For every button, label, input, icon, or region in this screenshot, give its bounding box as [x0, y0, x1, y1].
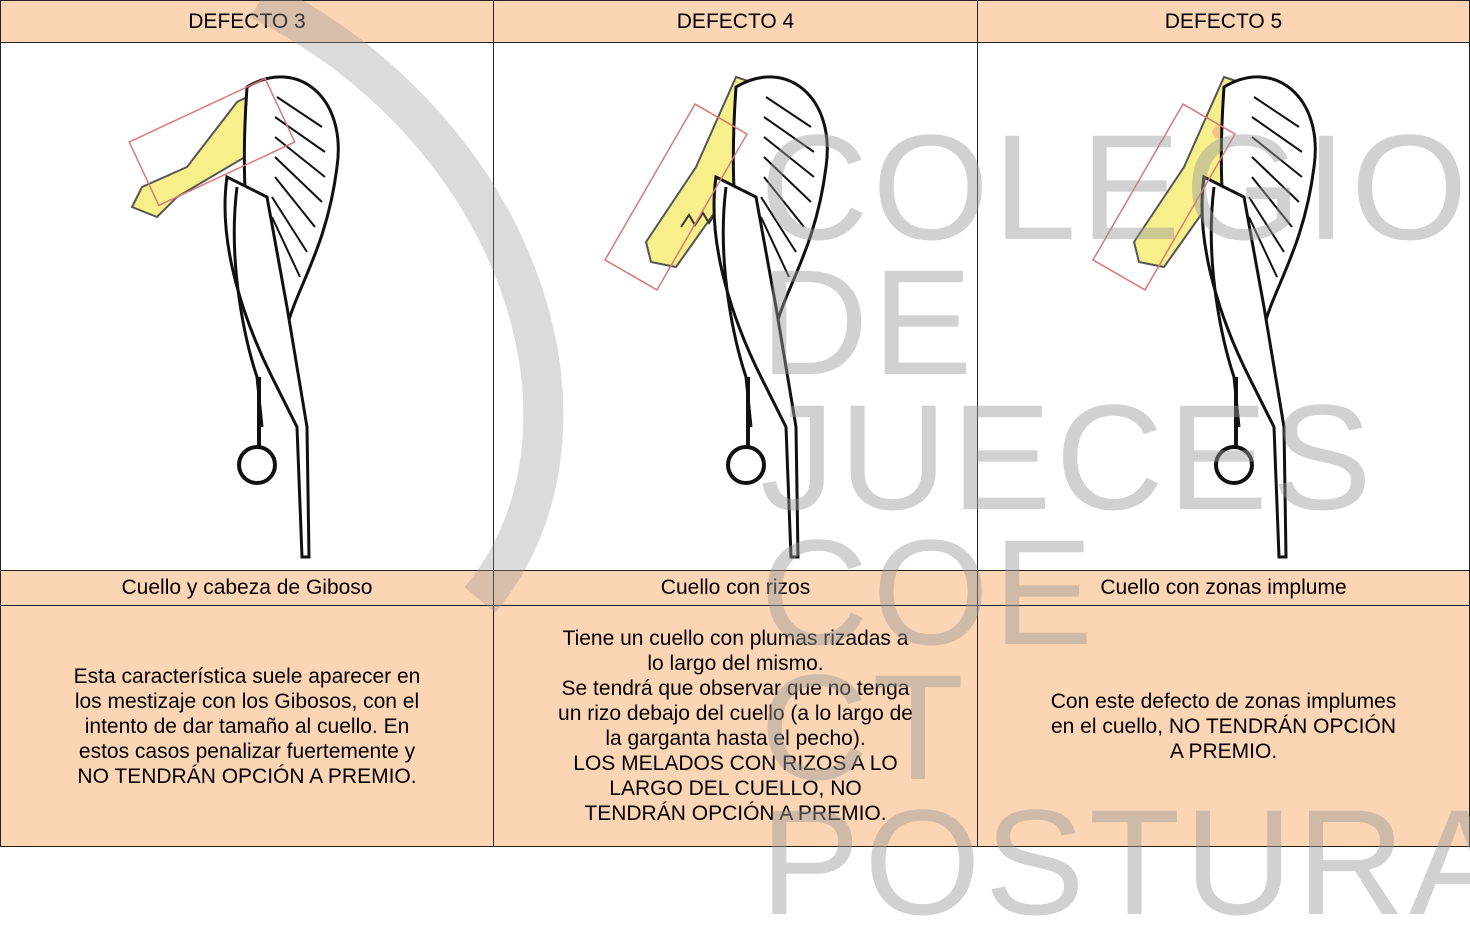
header-cell: DEFECTO 4	[493, 0, 978, 43]
description-line: intento de dar tamaño al cuello. En	[84, 714, 410, 738]
image-cell	[0, 42, 494, 571]
caption-cell: Cuello y cabeza de Giboso	[0, 570, 494, 606]
description-line: Se tendrá que observar que no tenga	[561, 677, 910, 700]
bird-illustration	[128, 47, 397, 567]
bird-illustration	[603, 47, 886, 567]
description-line: LARGO DEL CUELLO, NO	[609, 777, 862, 800]
description-line: Tiene un cuello con plumas rizadas a	[562, 627, 909, 650]
description-line: la garganta hasta el pecho).	[605, 727, 866, 750]
caption-cell: Cuello con rizos	[493, 570, 978, 606]
image-cell	[977, 42, 1470, 571]
description-cell: Esta característica suele aparecer en los…	[0, 605, 494, 847]
description-cell: Tiene un cuello con plumas rizadas a lo l…	[493, 605, 978, 847]
description-line: Con este defecto de zonas implumes	[1050, 689, 1397, 713]
description-line: un rizo debajo del cuello (a lo largo de	[558, 702, 913, 725]
header-cell: DEFECTO 3	[0, 0, 494, 43]
bird-illustration	[1091, 47, 1374, 567]
caption-cell: Cuello con zonas implume	[977, 570, 1470, 606]
description-line: lo largo del mismo.	[647, 652, 824, 675]
description-line: Esta característica suele aparecer en	[73, 664, 421, 688]
description-line: en el cuello, NO TENDRÁN OPCIÓN	[1050, 714, 1397, 738]
description-line: TENDRÁN OPCIÓN A PREMIO.	[584, 802, 887, 825]
description-line: NO TENDRÁN OPCIÓN A PREMIO.	[77, 764, 417, 788]
description-line: los mestizaje con los Gibosos, con el	[74, 689, 420, 713]
image-cell	[493, 42, 978, 571]
description-cell: Con este defecto de zonas implumes en el …	[977, 605, 1470, 847]
description-line: estos casos penalizar fuertemente y	[78, 739, 416, 763]
description-line: A PREMIO.	[1169, 739, 1278, 763]
description-line: LOS MELADOS CON RIZOS A LO	[573, 752, 898, 775]
header-cell: DEFECTO 5	[977, 0, 1470, 43]
